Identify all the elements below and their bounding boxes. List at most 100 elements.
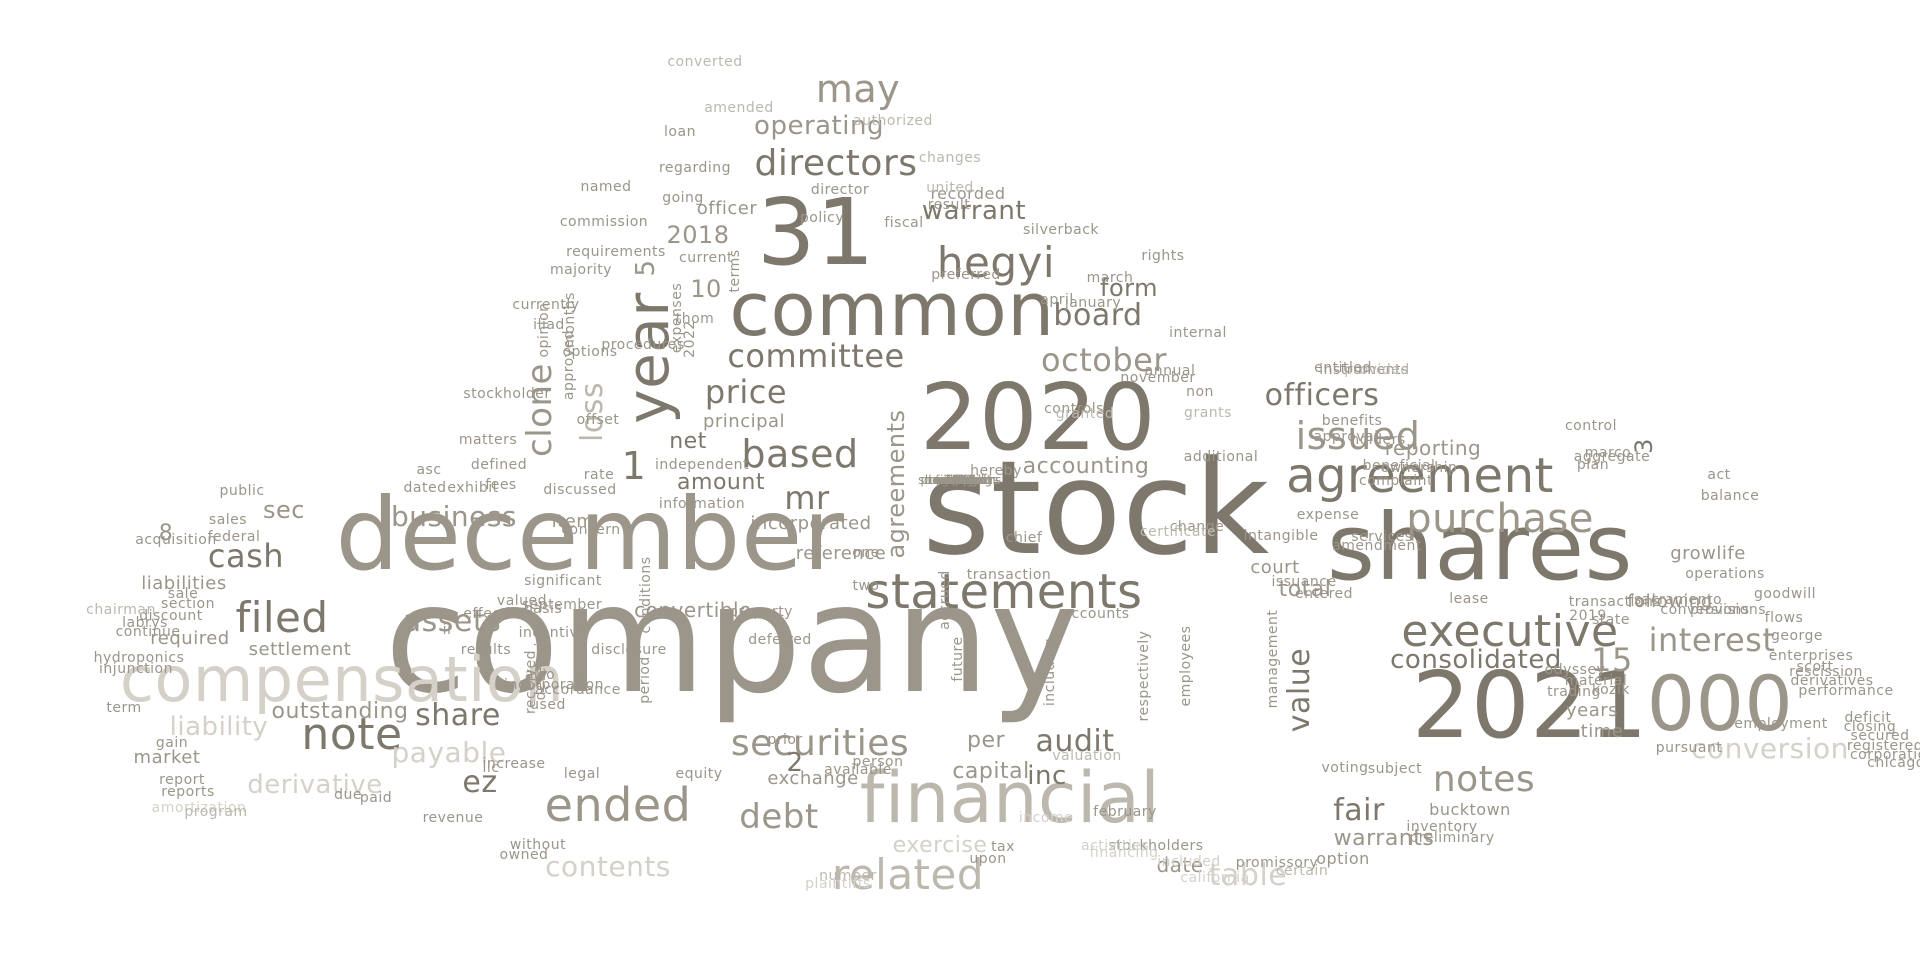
cloud-word-agreements: agreements — [882, 409, 910, 559]
cloud-word-results: results — [460, 642, 512, 658]
cloud-word-legal: legal — [563, 766, 601, 782]
cloud-word-silverback: silverback — [1023, 222, 1099, 238]
cloud-word-entered: entered — [1294, 586, 1354, 602]
cloud-word-certificate: certificate — [1139, 524, 1217, 540]
cloud-word-sacramento: sacramento — [1633, 592, 1723, 608]
cloud-word-derivative: derivative — [247, 770, 383, 800]
cloud-word-discount: discount — [139, 608, 203, 624]
cloud-word-securities: securities — [730, 723, 910, 764]
cloud-word-issue: issue — [943, 473, 977, 487]
cloud-word-operations: operations — [1685, 566, 1765, 582]
cloud-word-officer: officer — [696, 198, 758, 219]
cloud-word-business: business — [390, 500, 518, 533]
cloud-word-debt: debt — [739, 797, 819, 837]
cloud-word-two: two — [852, 578, 880, 594]
cloud-word-property: property — [729, 604, 793, 620]
cloud-word-current: current — [678, 250, 734, 266]
cloud-word-fair: fair — [1333, 793, 1385, 828]
cloud-word-exercise: exercise — [892, 833, 988, 858]
cloud-word-october: october — [1041, 341, 1167, 379]
cloud-word-enterprises: enterprises — [1768, 648, 1854, 664]
cloud-word-following: following — [1627, 591, 1713, 612]
cloud-word-trading: trading — [1547, 684, 1601, 700]
cloud-word-internal: internal — [1169, 325, 1227, 341]
cloud-word-kozik: kozik — [1591, 682, 1631, 698]
cloud-word-loan: loan — [664, 124, 696, 140]
cloud-word-result: result — [927, 197, 971, 213]
cloud-word-number: number — [819, 868, 877, 884]
cloud-word-benefits: benefits — [1321, 413, 1383, 429]
cloud-word-going: going — [662, 190, 704, 206]
cloud-word-sec: sec — [263, 496, 305, 524]
cloud-word-49: 49 — [951, 473, 969, 487]
cloud-word-public: public — [219, 483, 265, 499]
cloud-word-february: february — [1093, 804, 1157, 820]
cloud-word-balance: balance — [1700, 488, 1760, 504]
cloud-word-compensation: compensation — [119, 643, 565, 716]
cloud-word-material: material — [1564, 673, 1628, 689]
cloud-word-accounting: accounting — [1022, 454, 1150, 479]
cloud-word-options: options — [562, 344, 618, 360]
cloud-word-incorporated: incorporated — [750, 513, 872, 534]
cloud-word-ability: ability — [939, 473, 981, 487]
cloud-word-majority: majority — [549, 262, 613, 278]
cloud-word-proceedings: proceedings — [920, 473, 1000, 487]
cloud-word-may: may — [815, 67, 901, 111]
cloud-word-notes: notes — [1432, 759, 1536, 800]
cloud-word-revenue: revenue — [422, 810, 484, 826]
cloud-word-agreement: agreement — [1286, 448, 1554, 504]
cloud-word-discussed: discussed — [543, 482, 617, 498]
cloud-word-5: 5 — [631, 259, 661, 277]
cloud-word-conditions: conditions — [638, 556, 654, 634]
cloud-word-goodwill: goodwill — [1753, 586, 1817, 602]
cloud-word-respectively: respectively — [1136, 630, 1152, 722]
cloud-word-30: 30 — [951, 473, 969, 487]
cloud-word-management: management — [1265, 609, 1281, 709]
cloud-word-chairman: chairman — [86, 602, 156, 618]
cloud-word-2017: 2017 — [943, 473, 977, 487]
cloud-word-act: act — [1707, 467, 1731, 483]
cloud-word-activities: activities — [1080, 838, 1150, 854]
cloud-word-registrant: registrant — [928, 473, 992, 487]
cloud-word-inputs: inputs — [939, 473, 981, 487]
cloud-word-federal: federal — [207, 529, 261, 545]
cloud-word-approval: approval — [1313, 429, 1379, 445]
cloud-word-concern: concern — [561, 522, 621, 538]
cloud-word-addition: addition — [933, 473, 987, 487]
cloud-word-board: board — [1053, 298, 1143, 333]
cloud-word-growlife: growlife — [1670, 543, 1746, 564]
cloud-word-granted: granted — [1055, 406, 1115, 422]
cloud-word-4: 4 — [955, 473, 965, 487]
cloud-word-period: period — [637, 656, 653, 704]
cloud-word-k: k — [956, 473, 964, 487]
cloud-word-amount: amount — [677, 470, 765, 495]
cloud-word-6: 6 — [955, 473, 965, 487]
cloud-word-deficit: deficit — [1844, 710, 1892, 726]
cloud-word-accounts: accounts — [1062, 606, 1130, 622]
cloud-word-including: including — [1042, 637, 1058, 707]
cloud-word-continue: continue — [115, 624, 181, 640]
cloud-word-certain: certain — [1275, 863, 1329, 879]
cloud-word-change: change — [1169, 519, 1225, 535]
cloud-word-valued: valued — [496, 593, 548, 609]
cloud-word-flows: flows — [1764, 610, 1804, 626]
cloud-word-terms: terms — [727, 249, 743, 293]
cloud-word-equity: equity — [675, 766, 723, 782]
cloud-word-term: term — [106, 700, 142, 716]
cloud-word-settlement: settlement — [248, 639, 352, 660]
cloud-word-corporation: corporation — [1849, 747, 1920, 763]
cloud-word-warrants: warrants — [1333, 826, 1435, 851]
cloud-word-1: 1 — [621, 444, 647, 488]
cloud-word-liabilities: liabilities — [141, 573, 227, 594]
cloud-word-capital: capital — [952, 759, 1030, 784]
cloud-word-rights: rights — [1141, 248, 1185, 264]
cloud-word-owned: owned — [499, 847, 549, 863]
cloud-word-used: used — [530, 697, 566, 713]
cloud-word-plaintiffs: plaintiffs — [805, 876, 871, 892]
cloud-word-services: services — [1351, 529, 1413, 545]
cloud-word-issued: issued — [1295, 414, 1421, 458]
cloud-word-chief: chief — [1005, 530, 1043, 546]
cloud-word-inc: inc — [1027, 761, 1067, 791]
cloud-word-2: 2 — [786, 748, 804, 778]
cloud-word-required: required — [150, 628, 230, 649]
